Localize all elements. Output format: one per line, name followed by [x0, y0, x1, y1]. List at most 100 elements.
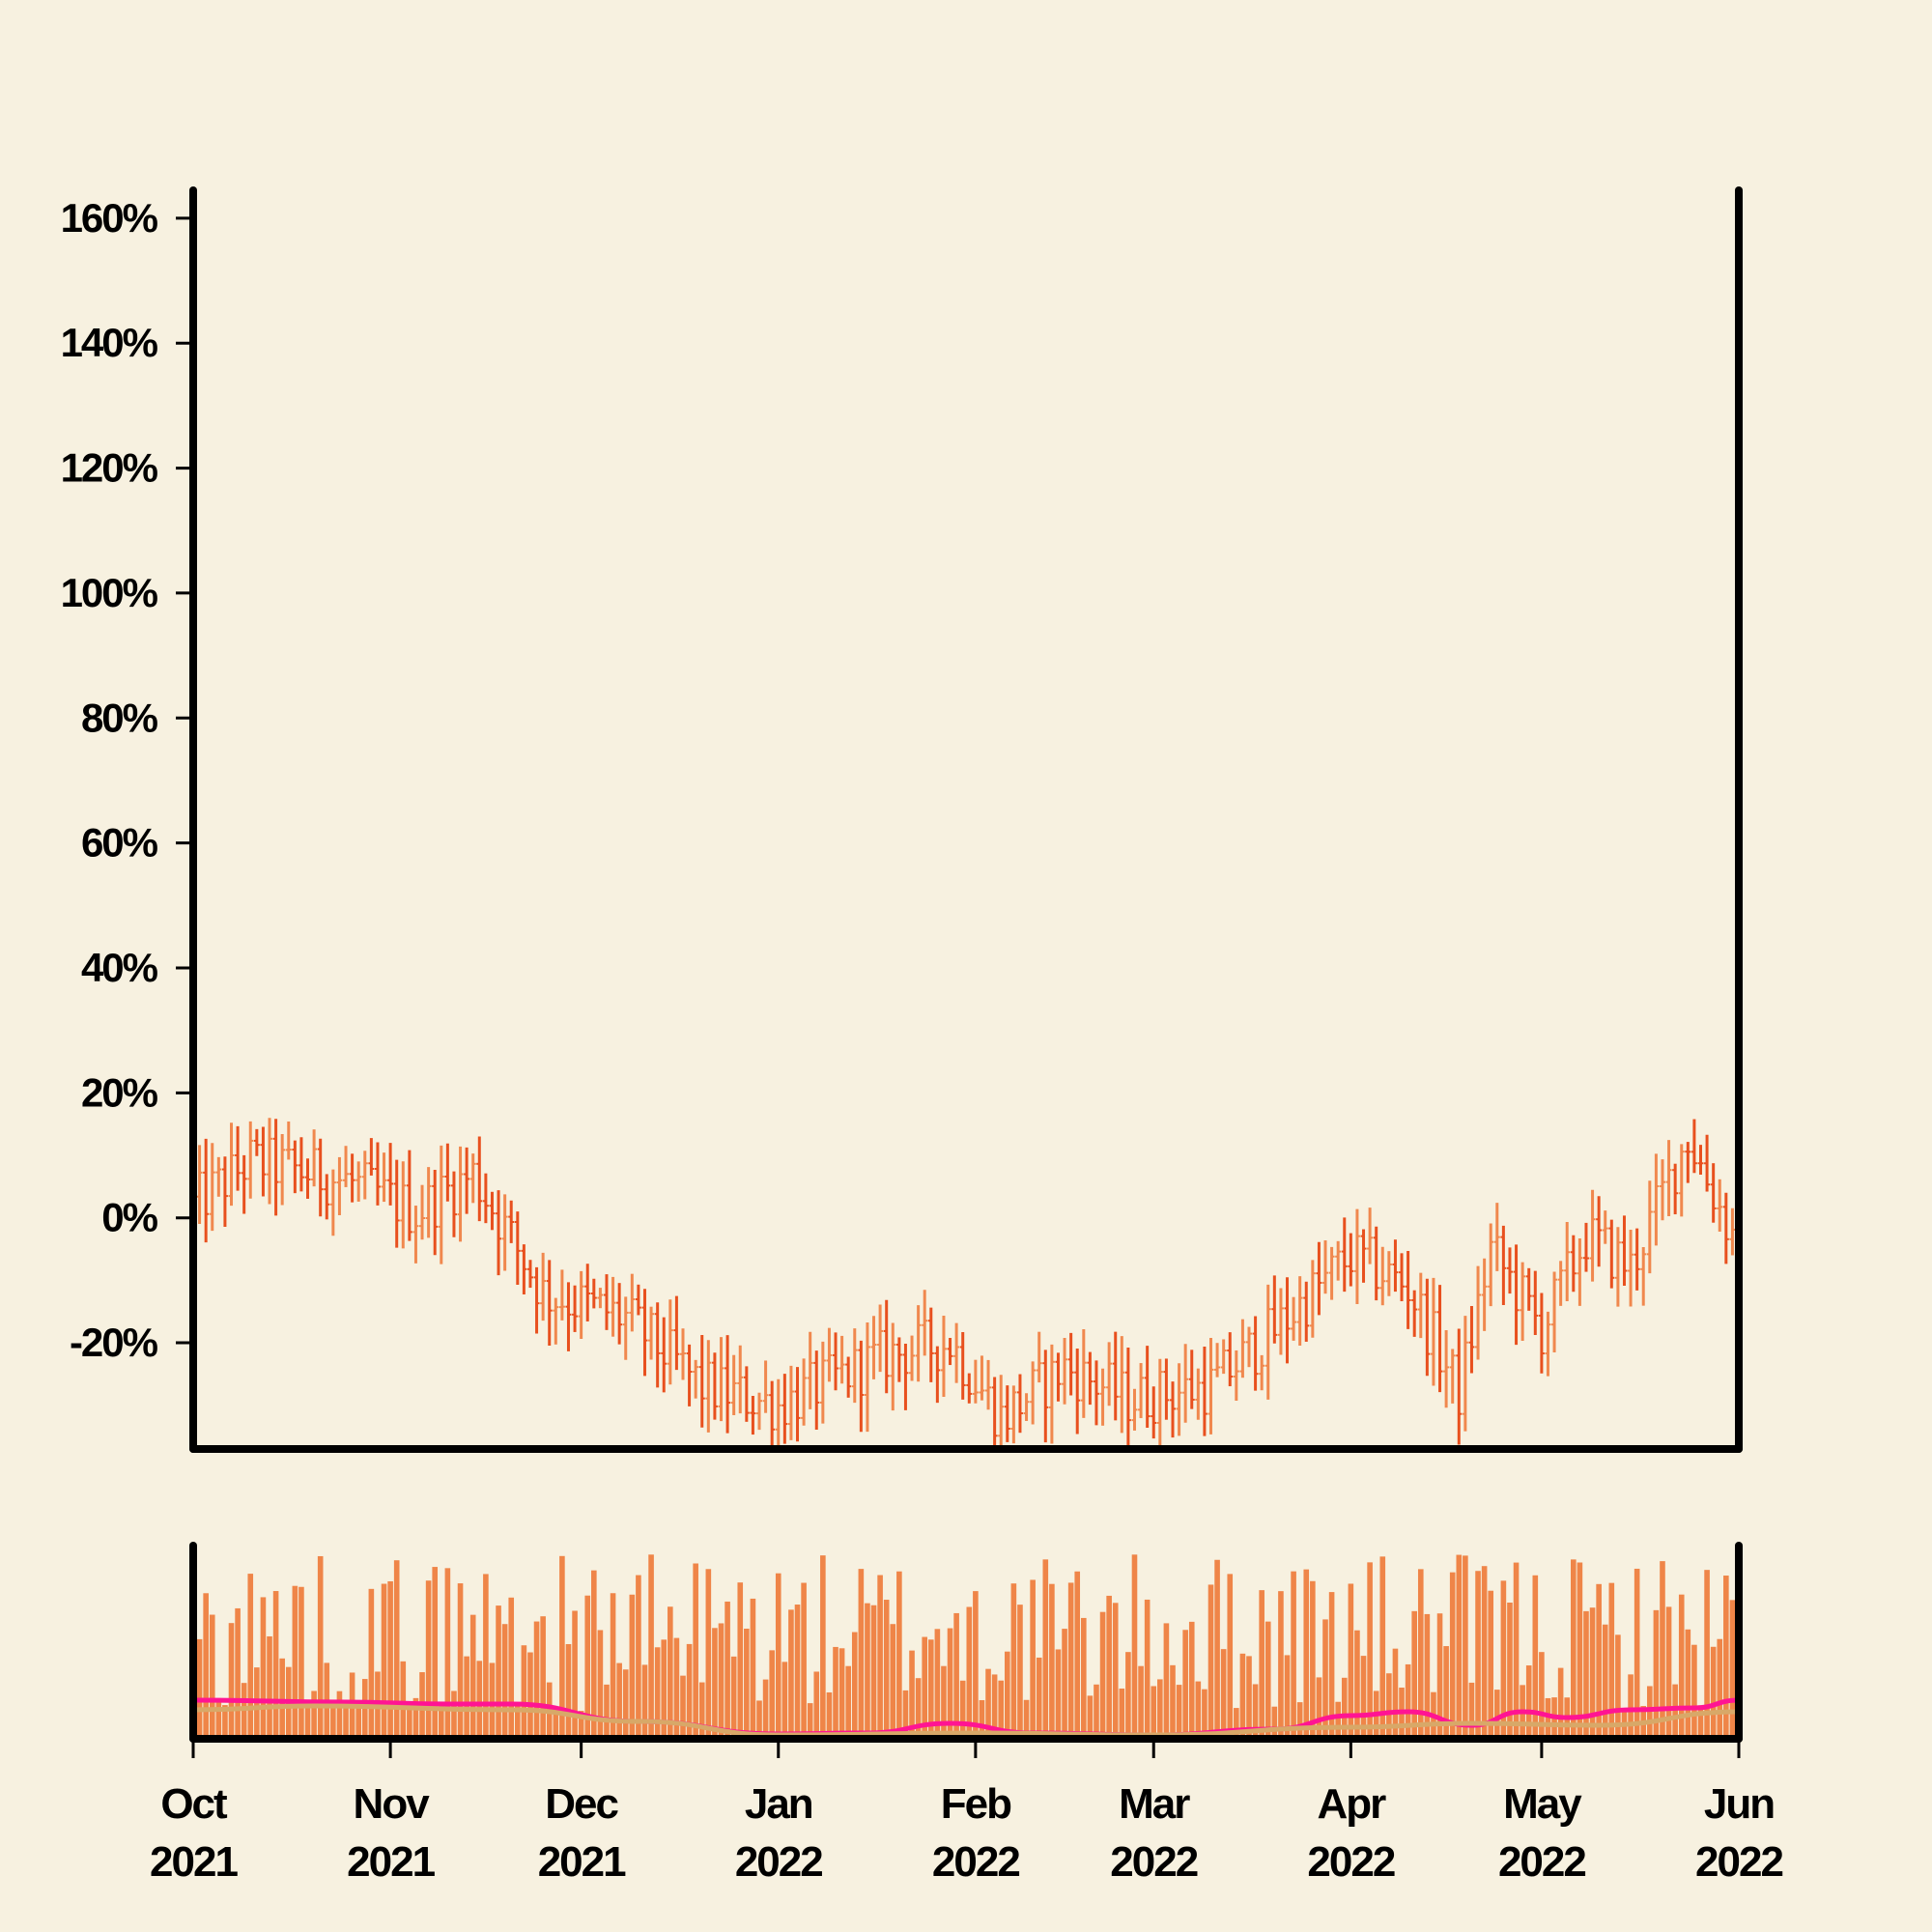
ohlc-bar: [801, 1358, 808, 1426]
volume-bar: [1500, 1580, 1507, 1739]
volume-bar: [1360, 1656, 1367, 1739]
volume-bar: [698, 1682, 705, 1739]
ohlc-bar: [1577, 1238, 1583, 1306]
volume-bar: [521, 1645, 527, 1739]
ohlc-bar: [584, 1264, 591, 1321]
ohlc-bar: [1169, 1381, 1176, 1438]
ohlc-bar: [1545, 1311, 1551, 1377]
x-tick-year: 2021: [538, 1838, 626, 1886]
volume-bar: [865, 1603, 870, 1739]
ohlc-bar: [1621, 1215, 1628, 1286]
volume-bar: [636, 1575, 641, 1739]
x-tick-month: Apr: [1317, 1780, 1386, 1828]
volume-bar: [756, 1700, 762, 1739]
ohlc-bar: [1004, 1385, 1010, 1442]
volume-bar: [744, 1628, 750, 1739]
volume-bar: [604, 1684, 610, 1739]
ohlc-bar: [1722, 1192, 1729, 1264]
volume-bar: [1557, 1667, 1564, 1739]
ohlc-bar: [1036, 1331, 1042, 1383]
ohlc-bar: [1690, 1119, 1697, 1174]
x-tick-month: May: [1503, 1780, 1582, 1828]
y-tick-label: 60%: [81, 820, 158, 866]
volume-bar: [1583, 1610, 1589, 1739]
x-tick-year: 2022: [1498, 1838, 1585, 1886]
volume-bar: [1310, 1580, 1316, 1739]
volume-bar: [622, 1669, 629, 1739]
volume-bar: [444, 1568, 451, 1739]
volume-bar: [469, 1614, 476, 1739]
ohlc-bar: [387, 1143, 394, 1206]
ohlc-bar: [985, 1359, 992, 1410]
ohlc-bar: [1214, 1343, 1221, 1378]
y-tick-label: 20%: [81, 1069, 158, 1115]
x-tick-month: Mar: [1119, 1780, 1190, 1828]
volume-bar: [1010, 1583, 1017, 1739]
volume-bar: [1106, 1595, 1112, 1739]
ohlc-bar: [1665, 1140, 1672, 1216]
volume-bar: [1653, 1609, 1660, 1739]
ohlc-bar: [203, 1138, 210, 1243]
ohlc-bar: [590, 1278, 597, 1309]
ohlc-bar: [922, 1290, 928, 1356]
ohlc-bar: [641, 1289, 648, 1377]
volume-bar: [1176, 1685, 1182, 1739]
ohlc-bar: [1525, 1267, 1532, 1311]
ohlc-bar: [438, 1145, 444, 1264]
ohlc-bar: [648, 1306, 655, 1360]
volume-bar: [235, 1607, 241, 1739]
ohlc-bar: [215, 1156, 222, 1197]
volume-bar: [292, 1585, 298, 1739]
volume-bar: [1316, 1677, 1322, 1739]
ohlc-bar: [883, 1299, 890, 1394]
ohlc-bar: [329, 1169, 336, 1236]
ohlc-bar: [1144, 1346, 1151, 1428]
x-tick-year: 2022: [735, 1838, 822, 1886]
ohlc-bar: [1016, 1374, 1023, 1434]
ohlc-bar: [724, 1335, 731, 1434]
ohlc-bar: [915, 1305, 922, 1382]
volume-bar: [584, 1595, 591, 1739]
price-y-ticks: -20% 0% 20% 40% 60% 80% 100% 120% 140% 160%: [61, 195, 193, 1365]
ohlc-bar: [1532, 1270, 1539, 1336]
volume-bar: [203, 1593, 209, 1739]
volume-bar: [1182, 1630, 1188, 1739]
volume-bar: [196, 1638, 203, 1739]
ohlc-bar: [1176, 1363, 1182, 1436]
ohlc-bar: [1493, 1203, 1500, 1271]
ohlc-bar: [1602, 1210, 1608, 1244]
ohlc-bar: [1055, 1352, 1062, 1402]
volume-bar: [483, 1574, 489, 1739]
ohlc-bar: [673, 1295, 680, 1371]
ohlc-bar: [1506, 1247, 1513, 1294]
ohlc-bar: [1124, 1348, 1131, 1445]
volume-bar: [661, 1639, 668, 1739]
volume-bar: [1596, 1583, 1602, 1739]
ohlc-bar: [1367, 1208, 1374, 1264]
volume-bar: [641, 1664, 648, 1739]
volume-bar: [330, 1708, 336, 1739]
volume-bar: [1062, 1629, 1067, 1739]
volume-bar: [1532, 1575, 1539, 1739]
ohlc-bar: [324, 1174, 330, 1220]
volume-bar: [909, 1650, 915, 1739]
volume-bar: [412, 1697, 419, 1739]
ohlc-bar: [469, 1153, 476, 1204]
volume-bar: [750, 1598, 756, 1739]
ohlc-bar: [1048, 1344, 1055, 1444]
ohlc-bar: [1399, 1253, 1406, 1302]
volume-bar: [1589, 1607, 1596, 1739]
volume-bar: [1252, 1684, 1259, 1739]
volume-bar: [1647, 1686, 1653, 1739]
volume-bar: [1328, 1592, 1335, 1739]
volume-bar: [788, 1609, 794, 1739]
volume-bar: [1170, 1664, 1176, 1739]
ohlc-bar: [1233, 1350, 1239, 1401]
volume-bar: [1392, 1648, 1399, 1739]
ohlc-bar: [743, 1366, 750, 1422]
volume-bar: [1151, 1686, 1157, 1739]
ohlc-bar: [1252, 1316, 1259, 1391]
volume-bars: [190, 1554, 1742, 1739]
volume-bar: [610, 1593, 616, 1739]
ohlc-bar: [1379, 1246, 1386, 1306]
